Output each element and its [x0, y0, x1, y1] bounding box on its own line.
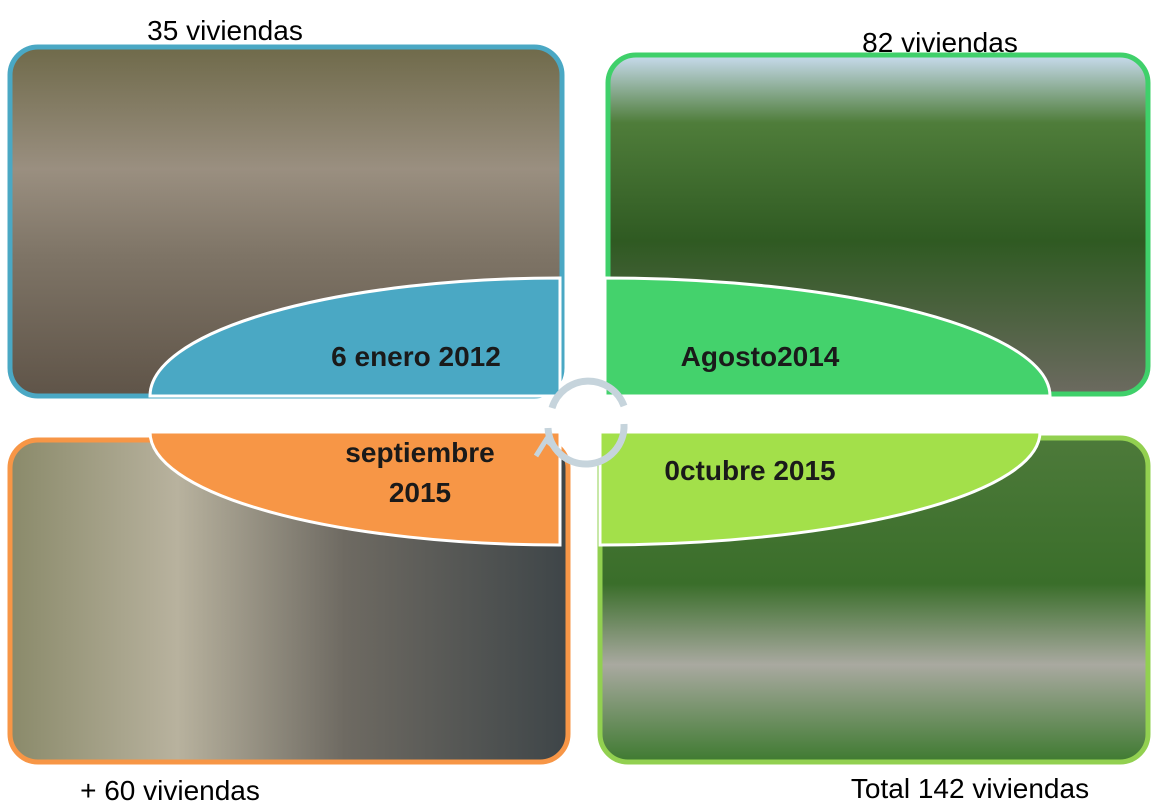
cycle-arrows [533, 377, 628, 468]
date-label: 0ctubre 2015 [664, 455, 835, 486]
date-label: Agosto2014 [681, 341, 840, 372]
date-label: septiembre [345, 437, 494, 468]
date-label: 2015 [389, 477, 451, 508]
date-shape [603, 276, 1052, 398]
date-shape [598, 430, 1042, 547]
caption: Total 142 viviendas [851, 773, 1089, 804]
caption: + 60 viviendas [80, 775, 260, 804]
date-shape [148, 276, 562, 398]
caption: 35 viviendas [147, 15, 303, 46]
date-label: 6 enero 2012 [331, 341, 501, 372]
caption: 82 viviendas [862, 27, 1018, 58]
date-shape [148, 430, 562, 547]
